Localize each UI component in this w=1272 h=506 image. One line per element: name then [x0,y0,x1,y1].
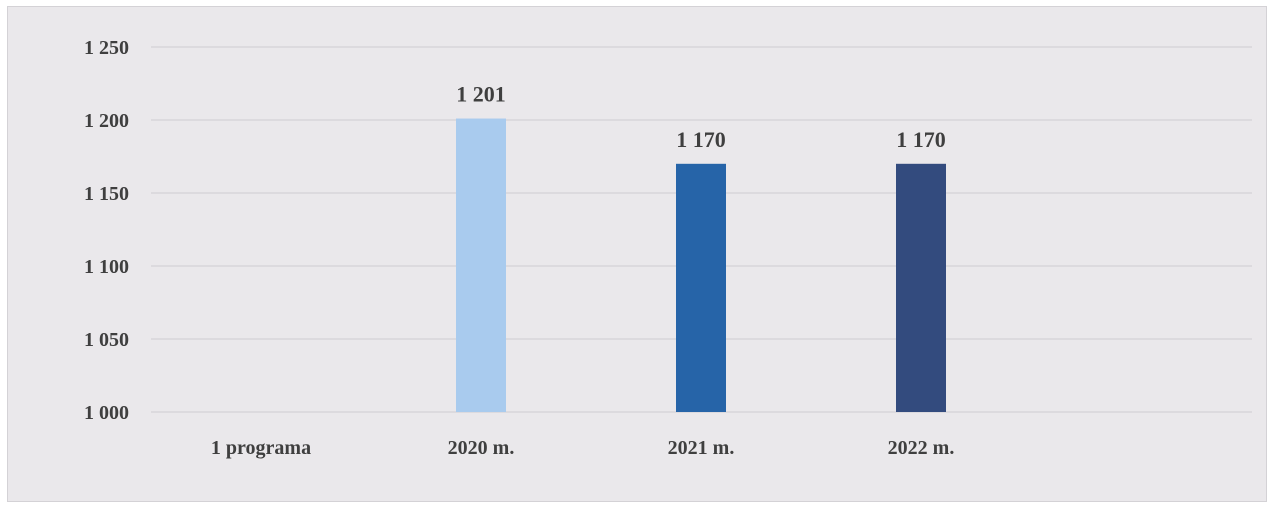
data-label: 1 170 [676,127,726,152]
x-category-label: 1 programa [211,437,311,459]
x-category-label: 2022 m. [888,437,955,459]
x-category-label: 2020 m. [448,437,515,459]
y-tick-label: 1 000 [84,402,129,424]
bar [676,163,726,412]
chart-area: 1 000 1 050 1 100 1 150 1 200 1 250 1 programa… [7,6,1267,502]
data-label: 1 170 [896,127,946,152]
bar [456,118,506,412]
y-tick-label: 1 050 [84,329,129,351]
bar-chart: 1 000 1 050 1 100 1 150 1 200 1 250 1 programa… [84,37,1252,459]
x-category-label: 2021 m. [668,437,735,459]
y-tick-label: 1 200 [84,110,129,132]
y-tick-label: 1 100 [84,256,129,278]
data-label: 1 201 [456,82,506,107]
y-tick-label: 1 150 [84,183,129,205]
y-tick-label: 1 250 [84,37,129,59]
bar [896,163,946,412]
